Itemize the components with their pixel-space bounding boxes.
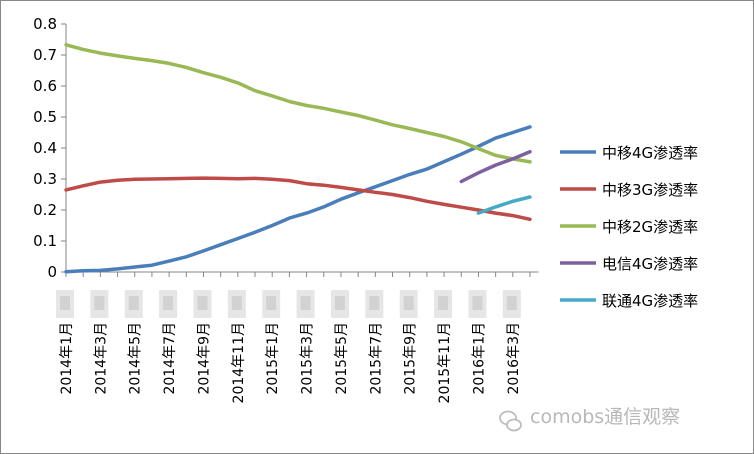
series-line	[64, 176, 532, 222]
axes: 0 0.1 0.2 0.3 0.4 0.5 0.6 0.7 0.8 2014年1月 2014年3月 2…	[33, 15, 539, 403]
blurred-label-box	[266, 296, 277, 310]
y-tick-label: 0.5	[33, 108, 57, 126]
x-tick-label: 2015年3月	[300, 322, 316, 395]
series-line	[459, 149, 532, 184]
x-tick-label: 2014年5月	[128, 322, 144, 395]
blurred-label-box	[163, 296, 174, 310]
y-tick-label: 0.7	[33, 46, 57, 64]
x-tick-label: 2014年9月	[196, 322, 212, 395]
blurred-label-box	[403, 296, 414, 310]
blurred-label-box	[197, 296, 208, 310]
blurred-label-box	[506, 296, 517, 310]
blurred-label-box	[231, 296, 242, 310]
x-tick-label: 2015年1月	[265, 322, 281, 395]
y-tick-label: 0	[47, 263, 57, 281]
legend-label: 中移3G渗透率	[602, 181, 698, 199]
x-tick-label: 2014年11月	[231, 322, 247, 403]
y-tick-label: 0.8	[33, 15, 57, 33]
y-tick-label: 0.1	[33, 232, 57, 250]
blurred-label-box	[60, 296, 70, 310]
x-tick-label: 2016年1月	[471, 322, 487, 395]
x-tick-label: 2016年3月	[506, 322, 522, 395]
series-line	[64, 43, 532, 164]
series-line	[476, 195, 532, 215]
y-tick-label: 0.3	[33, 170, 57, 188]
legend-label: 中移2G渗透率	[602, 218, 698, 236]
legend-label: 电信4G渗透率	[602, 255, 698, 273]
blurred-label-strip	[56, 290, 521, 318]
series-line	[64, 125, 532, 274]
x-tick-label: 2015年11月	[437, 322, 453, 403]
blurred-label-box	[128, 296, 139, 310]
blurred-label-box	[472, 296, 483, 310]
legend-label: 中移4G渗透率	[602, 144, 698, 162]
blurred-label-box	[94, 296, 105, 310]
blurred-label-box	[369, 296, 380, 310]
x-tick-label: 2014年7月	[162, 322, 178, 395]
y-tick-label: 0.6	[33, 77, 57, 95]
blurred-label-box	[334, 296, 345, 310]
blurred-label-box	[438, 296, 449, 310]
y-tick-label: 0.2	[33, 201, 57, 219]
x-tick-label: 2015年7月	[368, 322, 384, 395]
watermark-text: comobs通信观察	[530, 406, 680, 428]
series-lines	[64, 43, 532, 274]
x-tick-label: 2015年5月	[334, 322, 350, 395]
legend-label: 联通4G渗透率	[602, 292, 698, 310]
wechat-logo-icon	[499, 410, 522, 432]
x-tick-label: 2014年3月	[93, 322, 109, 395]
blurred-label-box	[300, 296, 311, 310]
watermark: comobs通信观察	[499, 406, 680, 432]
x-tick-label: 2015年9月	[403, 322, 419, 395]
x-tick-label: 2014年1月	[59, 322, 75, 395]
y-tick-label: 0.4	[33, 139, 57, 157]
